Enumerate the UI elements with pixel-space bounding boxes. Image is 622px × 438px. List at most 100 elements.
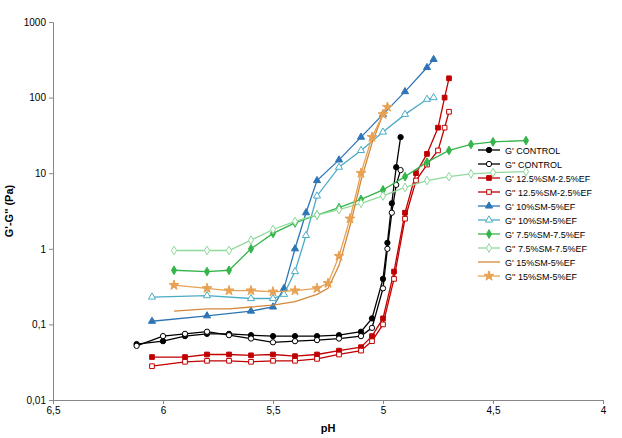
- marker: [249, 353, 254, 358]
- marker: [334, 251, 344, 260]
- marker: [226, 246, 231, 255]
- legend-item: G' CONTROL: [478, 146, 560, 156]
- marker: [224, 285, 234, 294]
- tick-mark: [49, 249, 53, 250]
- marker: [204, 267, 209, 276]
- marker: [160, 333, 165, 338]
- marker: [401, 110, 408, 116]
- marker: [226, 266, 231, 275]
- marker: [150, 364, 155, 369]
- tick: 0,01: [27, 395, 53, 406]
- tick: 1: [40, 244, 53, 255]
- marker: [414, 171, 419, 176]
- marker: [270, 333, 275, 338]
- marker: [302, 209, 309, 215]
- marker: [183, 355, 188, 360]
- marker: [359, 348, 364, 353]
- legend-marker: [485, 202, 492, 208]
- legend-marker: [484, 271, 494, 280]
- tick-label: 100: [29, 92, 46, 103]
- marker: [249, 359, 254, 364]
- marker: [204, 246, 209, 255]
- legend-marker: [486, 230, 491, 239]
- legend-marker: [485, 216, 492, 222]
- marker: [248, 244, 253, 253]
- marker: [424, 158, 429, 167]
- marker: [246, 285, 256, 294]
- legend-label: G' CONTROL: [505, 146, 560, 156]
- marker: [380, 192, 385, 201]
- legend-item: G'' CONTROL: [478, 160, 562, 170]
- marker: [379, 128, 386, 134]
- tick: 5,5: [267, 400, 281, 416]
- marker: [169, 280, 179, 289]
- tick: 1000: [24, 17, 53, 28]
- marker: [398, 134, 403, 139]
- legend-label: G'' 15%SM-5%EF: [505, 272, 577, 282]
- x-axis: 6,5 6 5,5 5 4,5 4: [47, 400, 607, 416]
- marker: [401, 87, 408, 93]
- legend-marker: [486, 161, 491, 166]
- tick-mark: [49, 22, 53, 23]
- marker: [424, 176, 429, 185]
- marker: [182, 331, 187, 336]
- tick: 0,1: [32, 319, 53, 330]
- marker: [148, 293, 155, 299]
- marker: [314, 337, 319, 342]
- marker: [380, 286, 385, 291]
- legend-item: G'' 12.5%SM-2.5%EF: [478, 188, 592, 198]
- legend-label: G'' 7.5%SM-7.5%EF: [505, 244, 587, 254]
- axis-line: [54, 401, 604, 405]
- marker: [313, 176, 320, 182]
- marker: [271, 352, 276, 357]
- tick: 10: [35, 168, 53, 179]
- tick-mark: [603, 400, 604, 404]
- legend-label: G' 12.5%SM-2.5%EF: [505, 174, 591, 184]
- marker: [385, 246, 390, 251]
- marker: [398, 167, 403, 172]
- legend-item: G' 7.5%SM-7.5%EF: [478, 230, 586, 240]
- marker: [312, 283, 322, 292]
- tick: 100: [29, 92, 53, 103]
- marker: [292, 333, 297, 338]
- marker: [337, 352, 342, 357]
- marker: [442, 125, 447, 130]
- marker: [369, 325, 374, 330]
- marker: [270, 225, 275, 234]
- marker: [291, 245, 298, 251]
- legend-label: G' 10%SM-5%EF: [505, 202, 576, 212]
- tick: 4: [601, 400, 607, 416]
- marker: [171, 266, 176, 275]
- marker: [204, 329, 209, 334]
- marker: [436, 125, 441, 130]
- legend: G' CONTROL G'' CONTROL G' 12.5%SM-2.5%EF G'…: [478, 146, 592, 282]
- marker: [358, 199, 363, 208]
- marker: [202, 283, 212, 292]
- tick: 4,5: [487, 400, 501, 416]
- marker: [446, 146, 451, 155]
- tick-label: 5: [381, 405, 387, 416]
- tick: 6: [161, 400, 167, 416]
- marker: [247, 294, 254, 300]
- marker: [382, 102, 392, 111]
- marker: [414, 178, 419, 183]
- marker: [381, 322, 386, 327]
- marker: [314, 211, 319, 220]
- tick-mark: [49, 173, 53, 174]
- marker: [171, 246, 176, 255]
- series-line: [152, 59, 434, 321]
- marker: [323, 278, 333, 287]
- marker: [293, 354, 298, 359]
- marker: [392, 277, 397, 282]
- chart: 6,565,554,540,010,11101001000pHG'-G'' (P…: [0, 0, 622, 438]
- marker: [423, 95, 430, 101]
- legend-item: G' 15%SM-5%EF: [478, 258, 576, 268]
- marker: [345, 214, 355, 223]
- marker: [227, 352, 232, 357]
- tick-label: 6,5: [47, 405, 61, 416]
- marker: [358, 333, 363, 338]
- marker: [335, 163, 342, 169]
- tick-mark: [49, 324, 53, 325]
- marker: [302, 231, 309, 237]
- marker: [292, 217, 297, 226]
